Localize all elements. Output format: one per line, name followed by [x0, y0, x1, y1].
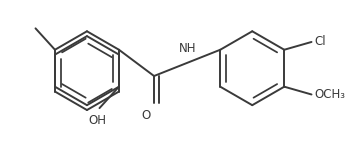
- Text: Cl: Cl: [314, 35, 326, 48]
- Text: O: O: [142, 109, 151, 122]
- Text: OCH₃: OCH₃: [314, 88, 345, 101]
- Text: NH: NH: [178, 42, 196, 55]
- Text: OH: OH: [89, 114, 107, 127]
